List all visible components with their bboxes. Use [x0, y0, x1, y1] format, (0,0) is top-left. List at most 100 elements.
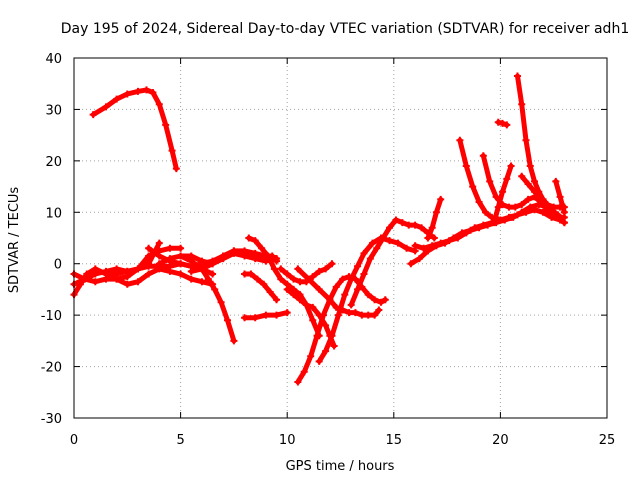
- data-point-marker: [198, 265, 206, 273]
- data-point-marker: [209, 260, 217, 268]
- data-point-marker: [142, 86, 150, 94]
- data-point-marker: [392, 216, 400, 224]
- data-point-marker: [445, 237, 453, 245]
- data-point-marker: [277, 275, 285, 283]
- data-point-marker: [351, 309, 359, 317]
- series-arc-16: [294, 265, 383, 319]
- data-point-marker: [219, 252, 227, 260]
- data-point-marker: [360, 249, 368, 257]
- data-point-marker: [543, 201, 551, 209]
- data-point-marker: [354, 285, 362, 293]
- data-point-marker: [537, 195, 545, 203]
- data-point-marker: [526, 162, 534, 170]
- data-point-marker: [198, 257, 206, 265]
- y-tick-label: 30: [45, 103, 62, 118]
- data-point-marker: [134, 265, 142, 273]
- data-point-marker: [313, 332, 321, 340]
- data-point-marker: [296, 278, 304, 286]
- x-tick-label: 25: [599, 433, 616, 448]
- data-point-marker: [166, 244, 174, 252]
- data-point-marker: [155, 260, 163, 268]
- data-point-marker: [283, 285, 291, 293]
- data-point-marker: [241, 270, 249, 278]
- data-point-marker: [420, 244, 428, 252]
- data-point-marker: [123, 90, 131, 98]
- data-point-marker: [177, 260, 185, 268]
- x-tick-label: 0: [70, 433, 78, 448]
- data-point-marker: [168, 147, 176, 155]
- series-arc-27: [552, 177, 568, 216]
- data-point-marker: [260, 280, 268, 288]
- data-point-marker: [134, 87, 142, 95]
- data-point-marker: [322, 321, 330, 329]
- data-point-marker: [230, 337, 238, 345]
- data-point-marker: [155, 100, 163, 108]
- data-point-marker: [177, 244, 185, 252]
- data-point-marker: [294, 378, 302, 386]
- data-point-marker: [430, 234, 438, 242]
- data-point-marker: [411, 221, 419, 229]
- data-point-marker: [241, 314, 249, 322]
- data-point-marker: [347, 275, 355, 283]
- data-point-marker: [479, 152, 487, 160]
- data-point-marker: [166, 255, 174, 263]
- y-tick-label: -30: [41, 412, 62, 427]
- data-point-marker: [296, 296, 304, 304]
- data-point-marker: [518, 201, 526, 209]
- chart-title: Day 195 of 2024, Sidereal Day-to-day VTE…: [61, 21, 629, 37]
- data-point-marker: [273, 311, 281, 319]
- data-point-marker: [522, 208, 530, 216]
- data-point-marker: [251, 237, 259, 245]
- data-point-marker: [428, 224, 436, 232]
- data-point-marker: [211, 285, 219, 293]
- data-point-marker: [113, 95, 121, 103]
- data-point-marker: [501, 216, 509, 224]
- data-point-marker: [283, 309, 291, 317]
- series-arc-12: [241, 309, 291, 322]
- data-point-marker: [499, 188, 507, 196]
- data-point-marker: [518, 172, 526, 180]
- data-point-marker: [469, 183, 477, 191]
- data-point-marker: [262, 311, 270, 319]
- data-point-marker: [328, 260, 336, 268]
- data-point-marker: [492, 193, 500, 201]
- x-tick-label: 15: [386, 433, 403, 448]
- data-point-marker: [560, 208, 568, 216]
- series-arc-21: [424, 195, 445, 242]
- data-point-marker: [381, 296, 389, 304]
- series-arc-26: [518, 172, 568, 211]
- data-point-marker: [531, 206, 539, 214]
- data-point-marker: [81, 275, 89, 283]
- data-point-marker: [503, 175, 511, 183]
- data-point-marker: [341, 291, 349, 299]
- data-point-marker: [273, 257, 281, 265]
- data-point-marker: [437, 195, 445, 203]
- data-point-marker: [513, 72, 521, 80]
- data-point-marker: [273, 296, 281, 304]
- data-point-marker: [251, 314, 259, 322]
- tick-layer: [73, 57, 608, 419]
- data-point-marker: [309, 273, 317, 281]
- data-point-marker: [364, 311, 372, 319]
- series-arc-10: [241, 270, 281, 304]
- data-point-marker: [377, 298, 385, 306]
- data-point-marker: [524, 180, 532, 188]
- data-point-marker: [330, 342, 338, 350]
- data-point-marker: [386, 224, 394, 232]
- data-point-marker: [322, 347, 330, 355]
- data-point-marker: [123, 280, 131, 288]
- series-trace: [425, 196, 444, 241]
- data-point-marker: [403, 244, 411, 252]
- data-point-marker: [481, 208, 489, 216]
- data-point-marker: [494, 118, 502, 126]
- data-point-marker: [177, 270, 185, 278]
- data-point-marker: [102, 103, 110, 111]
- y-axis-label: SDTVAR / TECUs: [7, 187, 22, 294]
- data-point-marker: [253, 275, 261, 283]
- data-point-marker: [490, 219, 498, 227]
- data-point-marker: [475, 198, 483, 206]
- data-point-marker: [241, 249, 249, 257]
- data-point-marker: [172, 165, 180, 173]
- data-point-marker: [503, 121, 511, 129]
